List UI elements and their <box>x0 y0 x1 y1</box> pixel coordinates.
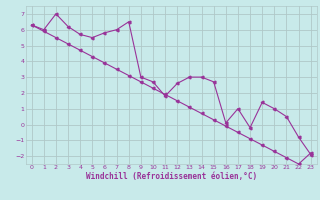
X-axis label: Windchill (Refroidissement éolien,°C): Windchill (Refroidissement éolien,°C) <box>86 172 257 181</box>
